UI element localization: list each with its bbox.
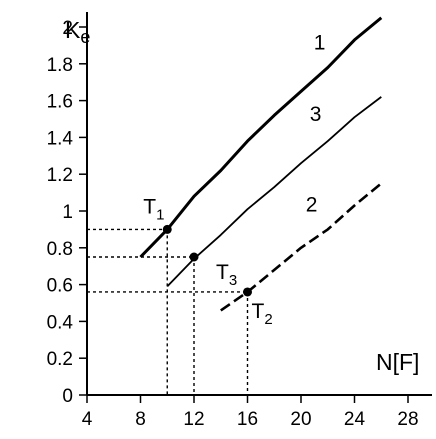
series-line-3 [166,96,382,288]
y-tick-label: 0 [62,386,73,407]
y-tick-label: 0.2 [47,349,73,370]
x-tick-label: 8 [135,409,146,430]
y-tick-label: 1.6 [47,92,73,113]
series-line-1 [139,16,383,259]
x-tick-label: 12 [183,409,204,430]
x-tick-label: 20 [290,409,311,430]
point-marker-2 [243,287,252,297]
y-axis-label-main: K [65,17,81,43]
axes [86,12,432,396]
x-tick-label: 4 [82,409,93,430]
marked-points: T1 T3 T2 [143,195,272,328]
y-tick-label: 1 [62,202,73,223]
y-tick-label: 2 [62,18,73,39]
curve-label-3: 3 [310,103,322,126]
y-tick-label: 1.8 [47,55,73,76]
curve-labels: 1 3 2 [306,31,326,216]
x-tick-label: 16 [237,409,258,430]
y-axis-label: Ke [65,17,90,47]
x-tick-label: 28 [397,409,418,430]
point-label-2: T2 [252,300,273,328]
y-tick-label: 1.4 [47,128,74,149]
curve-label-2: 2 [306,193,318,216]
x-axis-label: N[F] [376,349,419,375]
curve-label-1: 1 [314,31,326,54]
y-axis-label-sub: e [80,27,90,47]
point-label-3: T3 [216,261,237,289]
point-marker-1 [162,224,172,234]
y-tick-label: 1.2 [47,165,73,186]
y-tick-label: 0.8 [47,239,73,260]
point-marker-3 [189,252,199,262]
x-tick-label: 24 [344,409,366,430]
series-lines [139,16,383,312]
y-tick-label: 0.4 [47,312,74,333]
guide-lines [87,228,249,395]
point-label-1: T1 [143,195,164,223]
y-tick-label: 0.6 [47,276,73,297]
